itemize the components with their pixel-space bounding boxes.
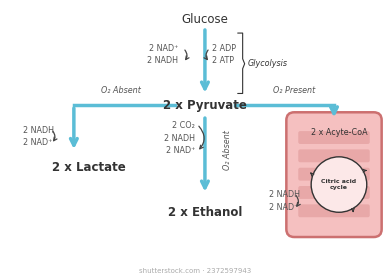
Text: Glucose: Glucose [181, 13, 229, 26]
Text: O₂ Absent: O₂ Absent [223, 130, 232, 170]
Text: 2 CO₂: 2 CO₂ [172, 121, 195, 130]
Text: 2 NADH: 2 NADH [23, 126, 54, 135]
FancyBboxPatch shape [298, 150, 370, 162]
Text: 2 NADH: 2 NADH [147, 56, 178, 65]
Text: 2 x Acyte-CoA: 2 x Acyte-CoA [311, 128, 367, 137]
Text: shutterstock.com · 2372597943: shutterstock.com · 2372597943 [139, 268, 251, 274]
Text: 2 x Pyruvate: 2 x Pyruvate [163, 99, 247, 112]
Text: 2 NADH: 2 NADH [164, 134, 195, 143]
Text: 2 NADH: 2 NADH [269, 190, 300, 199]
Text: 2 NAD⁺: 2 NAD⁺ [166, 146, 195, 155]
Text: 2 ADP: 2 ADP [212, 45, 236, 53]
Text: Citric acid
cycle: Citric acid cycle [321, 179, 356, 190]
Text: 2 x Ethanol: 2 x Ethanol [168, 206, 242, 219]
Text: 2 NAD⁺: 2 NAD⁺ [269, 203, 299, 212]
Text: 2 x Lactate: 2 x Lactate [52, 161, 126, 174]
Text: Glycolysis: Glycolysis [248, 59, 287, 68]
Text: O₂ Present: O₂ Present [273, 86, 316, 95]
FancyBboxPatch shape [298, 131, 370, 144]
FancyBboxPatch shape [298, 204, 370, 217]
FancyBboxPatch shape [286, 112, 382, 237]
Text: 2 NAD⁺: 2 NAD⁺ [23, 139, 53, 148]
FancyBboxPatch shape [298, 186, 370, 199]
Text: 2 ATP: 2 ATP [212, 56, 234, 65]
Text: O₂ Absent: O₂ Absent [101, 86, 140, 95]
Text: 2 NAD⁺: 2 NAD⁺ [149, 45, 178, 53]
Circle shape [311, 157, 367, 212]
FancyBboxPatch shape [298, 168, 370, 181]
